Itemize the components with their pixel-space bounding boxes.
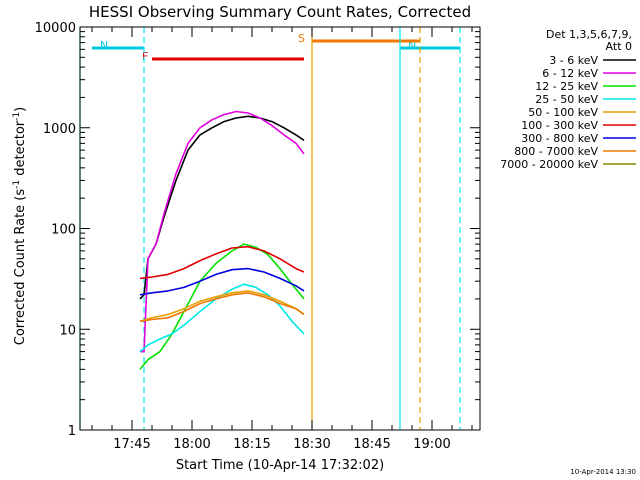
date-stamp: 10-Apr-2014 13:30 bbox=[570, 468, 636, 476]
legend-label-2: 12 - 25 keV bbox=[535, 80, 598, 93]
x-tick-label-1: 18:00 bbox=[173, 437, 210, 452]
flag-letter-0: F bbox=[142, 50, 148, 63]
legend-label-5: 100 - 300 keV bbox=[521, 119, 598, 132]
series-line-6 bbox=[139, 267, 305, 296]
y-tick-label-4: 10000 bbox=[35, 21, 76, 36]
x-tick-label-4: 18:45 bbox=[353, 437, 390, 452]
y-axis-label: Corrected Count Rate (s-1 detector-1) bbox=[12, 107, 28, 345]
flag-letter-3: S bbox=[298, 32, 305, 45]
legend-label-7: 800 - 7000 keV bbox=[514, 145, 598, 158]
legend-label-8: 7000 - 20000 keV bbox=[500, 158, 598, 171]
y-tick-label-0: 1 bbox=[68, 424, 76, 439]
legend-label-4: 50 - 100 keV bbox=[528, 106, 598, 119]
series-line-7 bbox=[139, 291, 305, 323]
flag-letter-2: N bbox=[408, 39, 416, 52]
x-tick-label-5: 19:00 bbox=[413, 437, 450, 452]
series-lines bbox=[139, 110, 305, 370]
series-line-5 bbox=[139, 245, 305, 280]
flag-bars: F N N S bbox=[92, 32, 460, 63]
legend-label-6: 300 - 800 keV bbox=[521, 132, 598, 145]
y-tick-label-3: 1000 bbox=[43, 122, 76, 137]
legend-header-1: Det 1,3,5,6,7,9, bbox=[546, 28, 632, 41]
x-tick-label-2: 18:15 bbox=[233, 437, 270, 452]
series-line-0 bbox=[139, 115, 305, 300]
x-axis-label: Start Time (10-Apr-14 17:32:02) bbox=[176, 458, 384, 473]
series-line-1 bbox=[140, 110, 305, 353]
x-axis-ticks: 17:45 18:00 18:15 18:30 18:45 19:00 bbox=[91, 27, 473, 452]
x-tick-label-3: 18:30 bbox=[293, 437, 330, 452]
legend-header-2: Att 0 bbox=[606, 40, 632, 53]
y-axis-ticks: 1 10 100 1000 10000 bbox=[35, 21, 480, 439]
series-line-4 bbox=[139, 290, 305, 323]
legend-label-3: 25 - 50 keV bbox=[535, 93, 598, 106]
x-tick-label-0: 17:45 bbox=[113, 437, 150, 452]
flag-letter-1: N bbox=[100, 39, 108, 52]
chart-title: HESSI Observing Summary Count Rates, Cor… bbox=[89, 3, 471, 21]
vertical-markers bbox=[79, 27, 461, 430]
legend-label-1: 6 - 12 keV bbox=[542, 67, 598, 80]
y-tick-label-1: 10 bbox=[59, 323, 76, 338]
legend-label-0: 3 - 6 keV bbox=[549, 54, 598, 67]
y-tick-label-2: 100 bbox=[51, 223, 76, 238]
series-line-2 bbox=[139, 243, 305, 370]
